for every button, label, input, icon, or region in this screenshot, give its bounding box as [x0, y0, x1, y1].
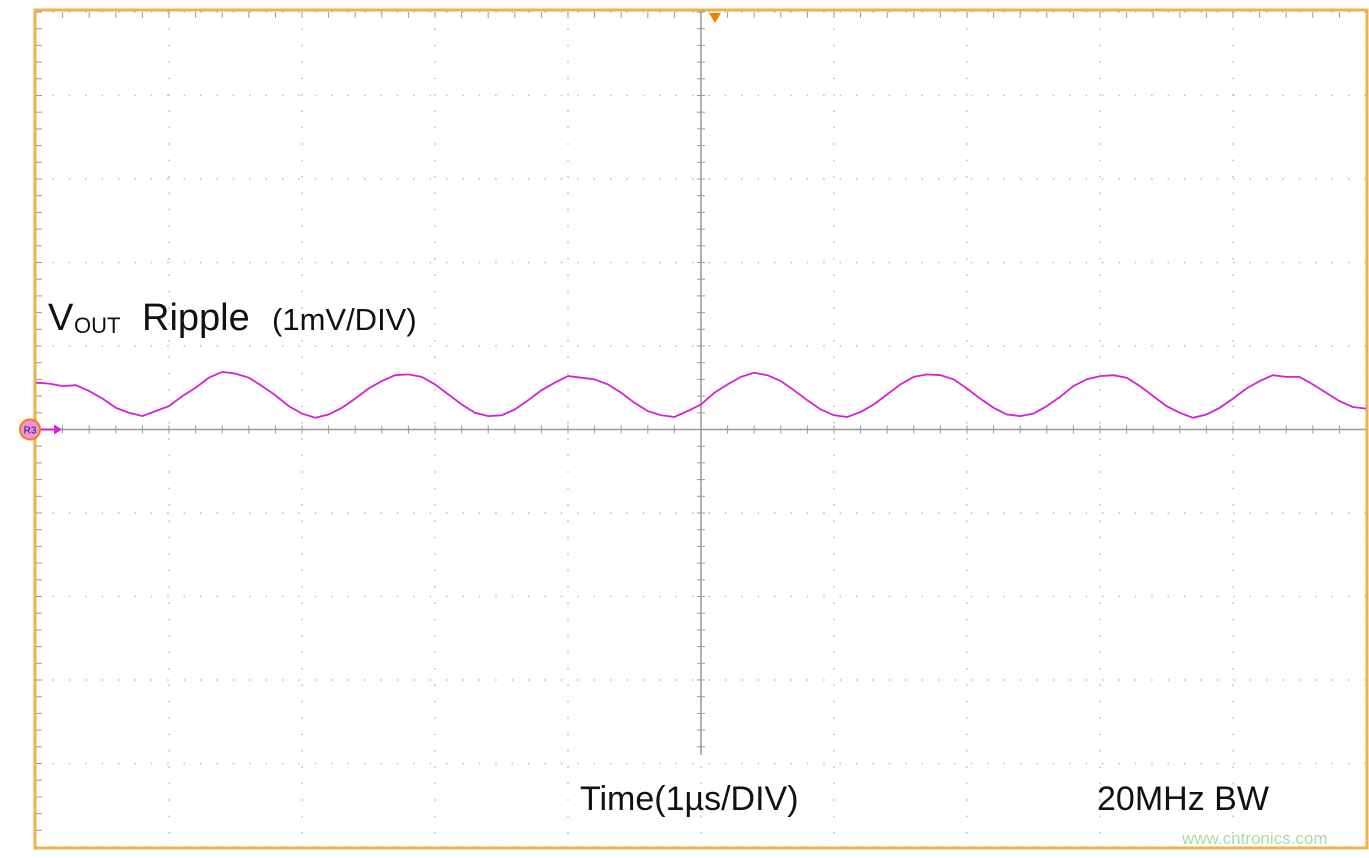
waveform — [35, 370, 1367, 419]
plot: R3 — [19, 8, 1369, 850]
ref-arrow-head — [54, 424, 62, 435]
title-subscript: OUT — [74, 313, 120, 338]
x-axis-label: Time(1µs/DIV) — [580, 780, 799, 818]
title-name: Ripple — [142, 297, 250, 339]
channel-label: R3 — [24, 426, 37, 437]
trigger-marker — [709, 13, 721, 23]
watermark: www.cntronics.com — [1181, 829, 1327, 848]
title-scale: (1mV/DIV) — [272, 302, 417, 337]
bandwidth-label: 20MHz BW — [1097, 780, 1269, 818]
ref-marker — [19, 418, 41, 441]
title-symbol: V — [48, 297, 74, 339]
